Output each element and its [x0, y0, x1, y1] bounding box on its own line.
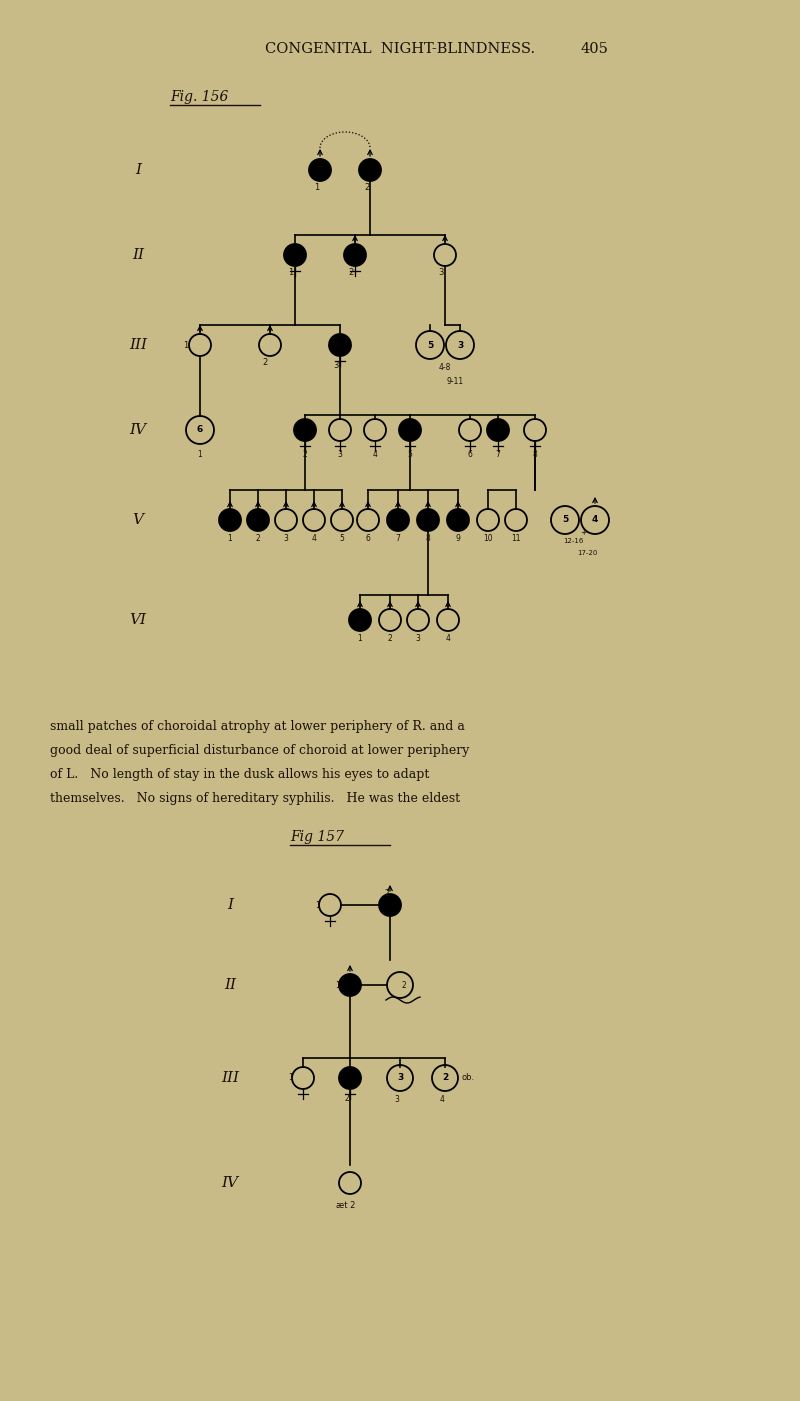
Text: of L.   No length of stay in the dusk allows his eyes to adapt: of L. No length of stay in the dusk allo…	[50, 768, 430, 780]
Text: 4-8: 4-8	[439, 363, 451, 373]
Text: 4: 4	[311, 534, 317, 544]
Text: 1: 1	[358, 635, 362, 643]
Text: CONGENITAL  NIGHT-BLINDNESS.: CONGENITAL NIGHT-BLINDNESS.	[265, 42, 535, 56]
Text: 3: 3	[457, 340, 463, 349]
Text: 2: 2	[256, 534, 260, 544]
Text: 1: 1	[228, 534, 232, 544]
Text: Fig. 156: Fig. 156	[170, 90, 228, 104]
Text: 1: 1	[183, 340, 189, 349]
Text: 6: 6	[467, 450, 473, 460]
Circle shape	[219, 509, 241, 531]
Text: 2: 2	[364, 184, 370, 192]
Circle shape	[284, 244, 306, 266]
Text: 4: 4	[439, 1096, 445, 1104]
Text: 17-20: 17-20	[577, 551, 597, 556]
Text: 4: 4	[373, 450, 378, 460]
Circle shape	[339, 1068, 361, 1089]
Text: V: V	[133, 513, 143, 527]
Text: 1: 1	[198, 450, 202, 460]
Circle shape	[309, 158, 331, 181]
Text: 3: 3	[283, 534, 289, 544]
Circle shape	[294, 419, 316, 441]
Text: II: II	[224, 978, 236, 992]
Text: 8: 8	[426, 534, 430, 544]
Text: Fig 157: Fig 157	[290, 829, 344, 843]
Text: 12-16: 12-16	[563, 538, 583, 544]
Circle shape	[247, 509, 269, 531]
Text: 7: 7	[495, 450, 501, 460]
Text: 2: 2	[385, 890, 390, 898]
Text: 7: 7	[395, 534, 401, 544]
Text: 5: 5	[407, 450, 413, 460]
Text: VI: VI	[130, 614, 146, 628]
Circle shape	[359, 158, 381, 181]
Text: 1: 1	[336, 981, 340, 989]
Text: 9: 9	[455, 534, 461, 544]
Text: 1: 1	[288, 268, 294, 277]
Text: 6: 6	[197, 426, 203, 434]
Text: 2: 2	[262, 359, 268, 367]
Circle shape	[379, 894, 401, 916]
Text: 10: 10	[483, 534, 493, 544]
Text: 1: 1	[314, 184, 320, 192]
Text: 5: 5	[562, 516, 568, 524]
Text: 2: 2	[442, 1073, 448, 1083]
Text: IV: IV	[130, 423, 146, 437]
Text: 3: 3	[334, 361, 338, 370]
Circle shape	[399, 419, 421, 441]
Text: 2: 2	[302, 450, 307, 460]
Text: ob.: ob.	[461, 1073, 474, 1083]
Circle shape	[487, 419, 509, 441]
Text: I: I	[135, 163, 141, 177]
Text: 11: 11	[511, 534, 521, 544]
Text: 1: 1	[289, 1073, 294, 1083]
Text: 6: 6	[366, 534, 370, 544]
Circle shape	[417, 509, 439, 531]
Text: 5: 5	[339, 534, 345, 544]
Circle shape	[344, 244, 366, 266]
Text: 9-11: 9-11	[446, 377, 463, 387]
Text: themselves.   No signs of hereditary syphilis.   He was the eldest: themselves. No signs of hereditary syphi…	[50, 792, 460, 806]
Text: 2: 2	[402, 981, 406, 989]
Circle shape	[387, 509, 409, 531]
Text: 2: 2	[348, 268, 354, 277]
Circle shape	[329, 333, 351, 356]
Text: 3: 3	[438, 268, 444, 277]
Text: good deal of superficial disturbance of choroid at lower periphery: good deal of superficial disturbance of …	[50, 744, 470, 757]
Circle shape	[349, 609, 371, 630]
Text: 2: 2	[345, 1094, 350, 1103]
Text: 405: 405	[580, 42, 608, 56]
Text: III: III	[221, 1070, 239, 1084]
Text: 4: 4	[446, 635, 450, 643]
Circle shape	[447, 509, 469, 531]
Text: +: +	[580, 528, 586, 537]
Text: 3: 3	[338, 450, 342, 460]
Text: 3: 3	[394, 1096, 399, 1104]
Text: 4: 4	[592, 516, 598, 524]
Text: II: II	[132, 248, 144, 262]
Text: 2: 2	[388, 635, 392, 643]
Text: 3: 3	[415, 635, 421, 643]
Text: æt 2: æt 2	[336, 1201, 355, 1210]
Text: 3: 3	[397, 1073, 403, 1083]
Text: 8: 8	[533, 450, 538, 460]
Text: III: III	[129, 338, 147, 352]
Circle shape	[339, 974, 361, 996]
Text: 1: 1	[316, 901, 320, 909]
Text: I: I	[227, 898, 233, 912]
Text: small patches of choroidal atrophy at lower periphery of R. and a: small patches of choroidal atrophy at lo…	[50, 720, 465, 733]
Text: 5: 5	[427, 340, 433, 349]
Text: IV: IV	[222, 1175, 238, 1189]
